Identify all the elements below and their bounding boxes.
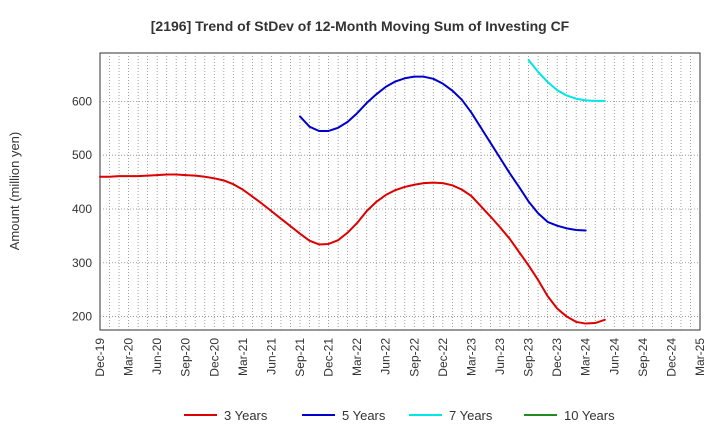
x-tick-label: Dec-23: [550, 338, 564, 377]
x-tick-label: Mar-21: [236, 338, 250, 376]
x-tick-label: Dec-21: [322, 338, 336, 377]
legend-label: 7 Years: [449, 408, 493, 423]
x-axis-ticks: Dec-19 Mar-20 Jun-20 Sep-20 Dec-20 Mar-21 Jun-…: [93, 338, 707, 377]
x-tick-label: Jun-20: [150, 338, 164, 375]
series-line-5-years: [299, 75, 587, 232]
y-tick-label: 600: [72, 94, 92, 108]
legend: 3 Years 5 Years 7 Years 10 Years: [184, 408, 615, 423]
y-tick-label: 400: [72, 202, 92, 216]
x-tick-label: Mar-20: [122, 338, 136, 376]
y-axis-ticks: 200 300 400 500 600: [72, 94, 92, 323]
x-tick-label: Sep-21: [293, 338, 307, 377]
y-tick-label: 200: [72, 310, 92, 324]
x-tick-label: Jun-24: [607, 338, 621, 375]
x-tick-label: Dec-24: [664, 338, 678, 377]
series-line-3-years: [99, 173, 606, 325]
series-layer: [99, 58, 606, 325]
x-tick-label: Sep-22: [407, 338, 421, 377]
legend-label: 5 Years: [342, 408, 386, 423]
x-tick-label: Jun-22: [379, 338, 393, 375]
x-tick-label: Mar-23: [464, 338, 478, 376]
plot-area: [99, 52, 701, 331]
x-tick-label: Dec-22: [436, 338, 450, 377]
x-tick-label: Sep-23: [522, 338, 536, 377]
x-tick-label: Jun-23: [493, 338, 507, 375]
legend-label: 3 Years: [224, 408, 268, 423]
grid: [100, 53, 700, 330]
legend-item: 5 Years: [302, 408, 386, 423]
series-line-7-years: [527, 58, 606, 102]
legend-item: 3 Years: [184, 408, 268, 423]
x-tick-label: Mar-22: [350, 338, 364, 376]
x-tick-label: Jun-21: [264, 338, 278, 375]
x-tick-label: Sep-24: [636, 338, 650, 377]
x-tick-label: Mar-25: [693, 338, 707, 376]
y-tick-label: 500: [72, 148, 92, 162]
y-axis-label: Amount (million yen): [7, 132, 22, 251]
x-tick-label: Dec-20: [207, 338, 221, 377]
legend-label: 10 Years: [564, 408, 615, 423]
y-tick-label: 300: [72, 256, 92, 270]
x-tick-label: Dec-19: [93, 338, 107, 377]
x-tick-label: Sep-20: [179, 338, 193, 377]
chart-title: [2196] Trend of StDev of 12-Month Moving…: [151, 18, 570, 34]
x-tick-label: Mar-24: [579, 338, 593, 376]
legend-item: 10 Years: [524, 408, 615, 423]
legend-item: 7 Years: [409, 408, 493, 423]
